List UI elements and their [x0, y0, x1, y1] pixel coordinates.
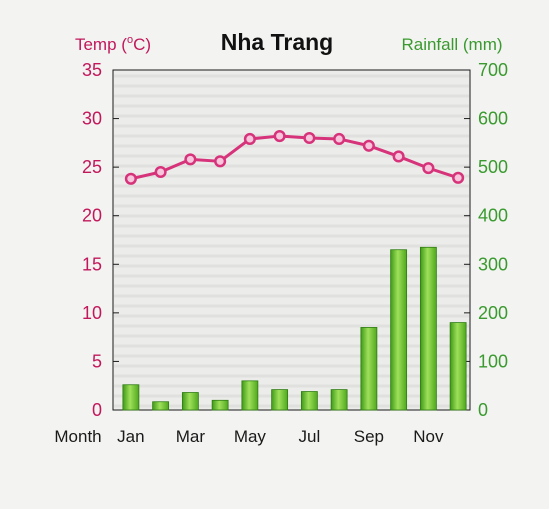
right-axis-label: Rainfall (mm): [401, 35, 502, 54]
rainfall-bar: [360, 327, 378, 411]
temperature-point: [422, 162, 435, 175]
left-axis-label: Temp (oC): [75, 34, 151, 54]
plot-area: [112, 69, 471, 411]
x-tick-label: Mar: [176, 427, 206, 446]
temperature-point: [124, 172, 137, 185]
temperature-point: [452, 171, 465, 184]
right-tick-label: 0: [478, 400, 488, 420]
temperature-point: [154, 165, 167, 179]
rainfall-bar: [211, 399, 229, 411]
temperature-point: [392, 150, 405, 163]
rainfall-bar: [419, 246, 437, 411]
temperature-point: [214, 155, 227, 168]
x-axis-label: Month: [54, 427, 101, 446]
x-axis-ticks: Jan Mar May Jul Sep Nov: [117, 427, 444, 446]
left-tick-label: 30: [82, 109, 102, 129]
gridlines: [114, 74, 469, 408]
x-tick-label: May: [234, 427, 267, 446]
temperature-point: [333, 132, 346, 146]
x-tick-label: Jan: [117, 427, 144, 446]
left-tick-label: 5: [92, 351, 102, 371]
temperature-line: [124, 130, 465, 185]
right-tick-label: 300: [478, 254, 508, 274]
left-tick-label: 0: [92, 400, 102, 420]
right-tick-label: 100: [478, 351, 508, 371]
right-tick-label: 600: [478, 109, 508, 129]
rainfall-bar: [122, 384, 140, 411]
right-axis-ticks: 700 600 500 400 300 200 100 0: [464, 60, 508, 420]
temperature-point: [184, 153, 197, 166]
rainfall-bar: [271, 389, 289, 411]
left-axis-ticks: 35 30 25 20 15 10 5 0: [82, 60, 119, 420]
temperature-point: [273, 130, 286, 143]
x-tick-label: Nov: [413, 427, 444, 446]
rainfall-bar: [300, 391, 318, 411]
temperature-point: [303, 131, 316, 145]
rainfall-bar: [390, 249, 408, 411]
chart-title: Nha Trang: [221, 29, 333, 55]
right-tick-label: 700: [478, 60, 508, 80]
x-tick-label: Jul: [299, 427, 321, 446]
left-tick-label: 25: [82, 157, 102, 177]
rainfall-bars: [122, 246, 467, 411]
rainfall-bar: [330, 389, 348, 411]
left-tick-label: 10: [82, 303, 102, 323]
rainfall-bar: [152, 401, 170, 411]
right-tick-label: 200: [478, 303, 508, 323]
rainfall-bar: [241, 380, 259, 411]
left-tick-label: 15: [82, 254, 102, 274]
left-tick-label: 20: [82, 206, 102, 226]
temperature-point: [362, 139, 375, 152]
left-tick-label: 35: [82, 60, 102, 80]
x-tick-label: Sep: [354, 427, 384, 446]
rainfall-bar: [181, 392, 199, 411]
rainfall-bar: [449, 322, 467, 411]
right-tick-label: 400: [478, 206, 508, 226]
right-tick-label: 500: [478, 157, 508, 177]
temperature-point: [243, 132, 256, 146]
